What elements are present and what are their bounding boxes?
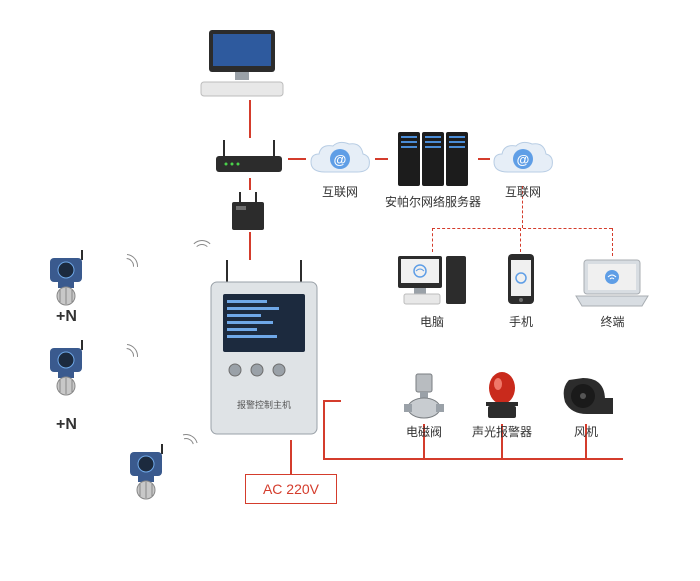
node-fan: 风机 [555, 370, 617, 440]
wifi-icon [188, 238, 216, 266]
wire [288, 158, 306, 160]
node-power: AC 220V [245, 474, 337, 504]
cloud-left-label: 互联网 [322, 183, 358, 200]
node-client-pc: 电脑 [392, 252, 472, 330]
node-client-phone: 手机 [502, 252, 540, 330]
node-valve: 电磁阀 [400, 370, 448, 440]
cloud-right-label: 互联网 [505, 183, 541, 200]
wire [249, 100, 251, 138]
node-cloud-left: @ 互联网 [305, 138, 375, 200]
plus-n-2: +N [56, 416, 77, 434]
wire [249, 232, 251, 260]
svg-text:@: @ [517, 152, 530, 167]
server-label: 安帕尔网络服务器 [385, 193, 481, 210]
wire [249, 178, 251, 190]
client-phone-label: 手机 [509, 313, 533, 330]
wire-dashed [612, 228, 613, 256]
fan-label: 风机 [574, 423, 598, 440]
node-workstation [195, 28, 290, 100]
node-sensor-3 [120, 442, 172, 500]
node-cloud-right: @ 互联网 [488, 138, 558, 200]
node-sensor-2 [40, 338, 92, 396]
node-sensor-1 [40, 248, 92, 306]
valve-label: 电磁阀 [406, 423, 442, 440]
wire [290, 440, 292, 474]
client-pc-label: 电脑 [420, 313, 444, 330]
power-label: AC 220V [263, 481, 319, 497]
wire-dashed [432, 228, 433, 252]
node-client-terminal: 终端 [570, 256, 655, 330]
node-controller: 报警控制主机 [205, 260, 323, 440]
node-siren: 声光报警器 [478, 370, 526, 440]
node-modem [228, 190, 268, 232]
node-router [210, 138, 288, 178]
client-terminal-label: 终端 [600, 313, 624, 330]
wire-dashed [432, 228, 612, 229]
plus-n-1: +N [56, 308, 77, 326]
controller-panel-text: 报警控制主机 [237, 399, 291, 410]
wire [323, 458, 623, 460]
wire-dashed [520, 228, 521, 252]
siren-label: 声光报警器 [472, 423, 532, 440]
node-server: 安帕尔网络服务器 [388, 128, 478, 210]
wire [323, 400, 341, 402]
svg-text:@: @ [334, 152, 347, 167]
wire [375, 158, 388, 160]
wire [323, 400, 325, 458]
